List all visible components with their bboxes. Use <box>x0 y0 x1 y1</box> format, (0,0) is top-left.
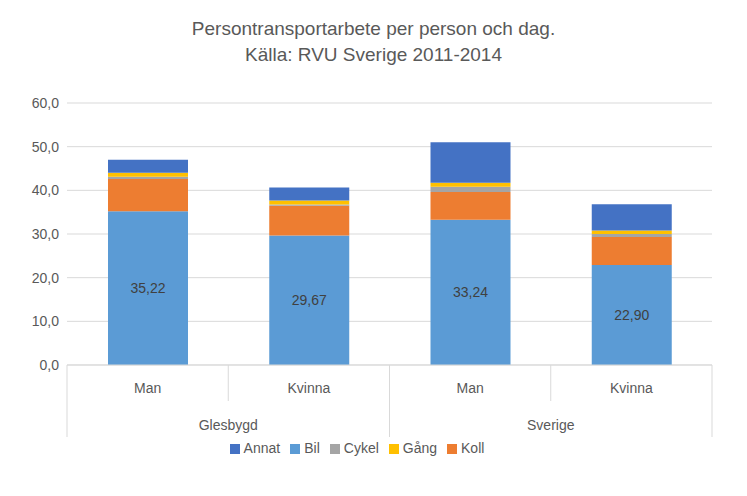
svg-text:33,24: 33,24 <box>453 284 488 300</box>
svg-text:60,0: 60,0 <box>32 95 59 111</box>
html-text:Annat: Annat <box>243 440 281 456</box>
html-text:Koll: Koll <box>461 440 485 456</box>
svg-text:Man: Man <box>457 380 484 396</box>
html-text:Gång: Gång <box>402 440 437 456</box>
html-text:Persontransportarbete per pers: Persontransportarbete per person och dag… <box>191 18 556 39</box>
svg-text:30,0: 30,0 <box>32 226 59 242</box>
html-text:Bil: Bil <box>304 440 320 456</box>
svg-text:20,0: 20,0 <box>32 270 59 286</box>
svg-text:Kvinna: Kvinna <box>610 380 653 396</box>
svg-text:50,0: 50,0 <box>32 139 59 155</box>
svg-text:Sverige: Sverige <box>527 417 575 433</box>
html-text:Cykel: Cykel <box>343 440 379 456</box>
svg-text:10,0: 10,0 <box>32 313 59 329</box>
svg-text:35,22: 35,22 <box>130 280 165 296</box>
svg-text:Man: Man <box>134 380 161 396</box>
svg-text:0,0: 0,0 <box>40 357 60 373</box>
svg-text:29,67: 29,67 <box>292 292 327 308</box>
svg-text:40,0: 40,0 <box>32 182 59 198</box>
svg-text:Glesbygd: Glesbygd <box>199 417 258 433</box>
svg-text:22,90: 22,90 <box>614 307 649 323</box>
svg-text:Kvinna: Kvinna <box>287 380 330 396</box>
html-text:Källa: RVU Sverige 2011-2014: Källa: RVU Sverige 2011-2014 <box>245 44 502 65</box>
